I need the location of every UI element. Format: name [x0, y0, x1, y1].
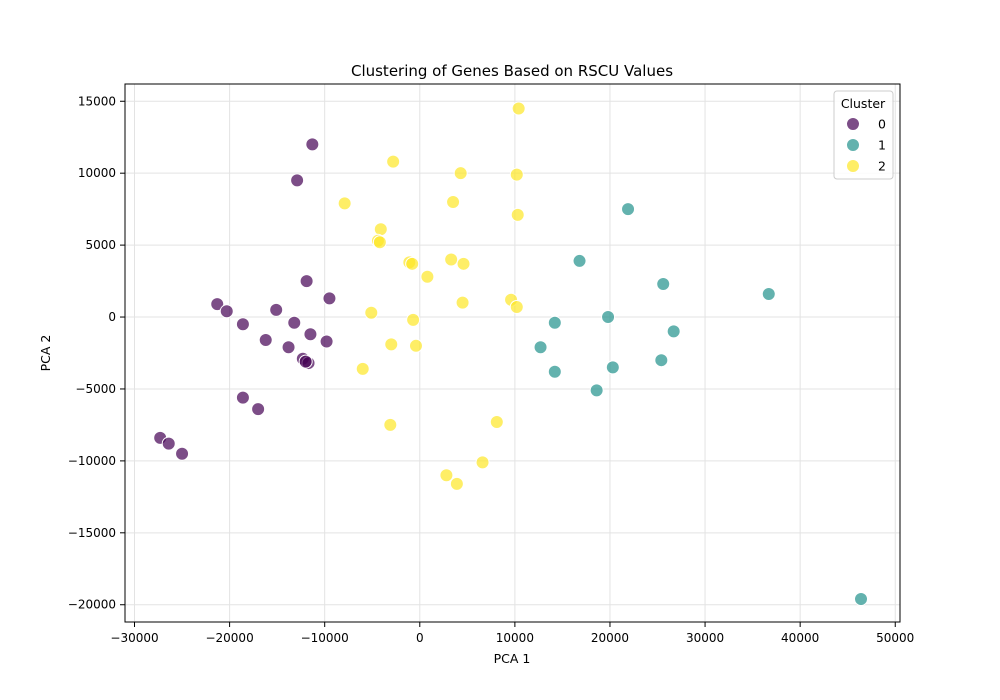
data-point-cluster-1 — [654, 353, 669, 368]
data-point-cluster-2 — [355, 361, 370, 376]
x-tick-label: −20000 — [205, 631, 253, 645]
legend-label-cluster-0: 0 — [878, 117, 886, 132]
data-point-cluster-2 — [373, 222, 388, 237]
data-point-cluster-2 — [372, 235, 387, 250]
points-layer — [153, 101, 869, 606]
data-point-cluster-2 — [455, 295, 470, 310]
data-point-cluster-2 — [383, 417, 398, 432]
x-tick-label: 40000 — [781, 631, 819, 645]
data-point-cluster-0 — [269, 302, 284, 317]
y-tick-label: 5000 — [85, 238, 116, 252]
legend-items: 0 1 2 — [846, 117, 886, 174]
data-point-cluster-2 — [337, 196, 352, 211]
x-tick-label: 20000 — [591, 631, 629, 645]
data-point-cluster-0 — [161, 436, 176, 451]
data-point-cluster-0 — [210, 297, 225, 312]
data-point-cluster-1 — [621, 202, 636, 217]
x-tick-label: −30000 — [110, 631, 158, 645]
data-point-cluster-2 — [439, 468, 454, 483]
data-point-cluster-0 — [251, 402, 266, 417]
x-axis-label: PCA 1 — [494, 651, 531, 666]
grid-layer — [125, 84, 900, 622]
data-point-cluster-1 — [547, 315, 562, 330]
data-point-cluster-0 — [175, 446, 190, 461]
data-point-cluster-2 — [384, 337, 399, 352]
data-point-cluster-0 — [303, 327, 318, 342]
data-point-cluster-0 — [305, 137, 320, 152]
y-tick-label: −20000 — [68, 598, 116, 612]
data-point-cluster-1 — [589, 383, 604, 398]
data-point-cluster-0 — [219, 304, 234, 319]
y-tick-label: 15000 — [78, 94, 116, 108]
data-point-cluster-1 — [572, 253, 587, 268]
data-point-cluster-0 — [299, 274, 314, 289]
data-point-cluster-1 — [761, 287, 776, 302]
data-point-cluster-2 — [406, 312, 421, 327]
data-point-cluster-1 — [656, 276, 671, 291]
data-point-cluster-2 — [449, 476, 464, 491]
data-point-cluster-0 — [287, 315, 302, 330]
x-tick-label: 0 — [416, 631, 424, 645]
data-point-cluster-2 — [456, 256, 471, 271]
data-point-cluster-0 — [281, 340, 296, 355]
legend-marker-cluster-0 — [846, 117, 860, 131]
data-point-cluster-2 — [509, 167, 524, 182]
data-point-cluster-0 — [290, 173, 305, 188]
data-point-cluster-1 — [533, 340, 548, 355]
data-point-cluster-2 — [511, 101, 526, 116]
chart-title: Clustering of Genes Based on RSCU Values — [351, 62, 673, 80]
x-tick-label: 10000 — [496, 631, 534, 645]
legend-marker-cluster-1 — [846, 138, 860, 152]
legend-marker-cluster-2 — [846, 159, 860, 173]
data-point-cluster-1 — [547, 364, 562, 379]
data-point-cluster-2 — [510, 207, 525, 222]
data-point-cluster-0 — [258, 333, 273, 348]
x-tick-label: 30000 — [686, 631, 724, 645]
data-point-cluster-1 — [605, 360, 620, 375]
data-point-cluster-2 — [453, 166, 468, 181]
data-point-cluster-2 — [446, 194, 461, 209]
data-point-cluster-0 — [322, 291, 337, 306]
y-tick-label: −15000 — [68, 526, 116, 540]
y-tick-label: −5000 — [75, 382, 116, 396]
data-point-cluster-1 — [854, 591, 869, 606]
y-tick-label: −10000 — [68, 454, 116, 468]
data-point-cluster-2 — [364, 305, 379, 320]
y-tick-label: 10000 — [78, 166, 116, 180]
data-point-cluster-2 — [489, 415, 504, 430]
data-point-cluster-2 — [408, 338, 423, 353]
data-point-cluster-0 — [298, 354, 313, 369]
legend-title: Cluster — [841, 96, 886, 111]
data-point-cluster-0 — [319, 334, 334, 349]
data-point-cluster-2 — [420, 269, 435, 284]
data-point-cluster-2 — [386, 154, 401, 169]
y-axis-label: PCA 2 — [38, 335, 53, 372]
data-point-cluster-2 — [444, 252, 459, 267]
data-point-cluster-1 — [666, 324, 681, 339]
y-tick-label: 0 — [108, 310, 116, 324]
x-tick-label: 50000 — [876, 631, 914, 645]
data-point-cluster-1 — [601, 310, 616, 325]
x-tick-label: −10000 — [301, 631, 349, 645]
legend: Cluster 0 1 2 — [833, 90, 894, 180]
data-point-cluster-2 — [475, 455, 490, 470]
legend-label-cluster-1: 1 — [878, 138, 886, 153]
data-point-cluster-2 — [405, 256, 420, 271]
legend-label-cluster-2: 2 — [878, 159, 886, 174]
data-point-cluster-0 — [235, 390, 250, 405]
legend-box — [833, 90, 894, 180]
data-point-cluster-0 — [235, 317, 250, 332]
data-point-cluster-2 — [509, 299, 524, 314]
plot-frame — [124, 83, 901, 623]
ticks-layer: −30000 −20000 −10000 0 10000 20000 30000 40000 5… — [68, 94, 915, 645]
